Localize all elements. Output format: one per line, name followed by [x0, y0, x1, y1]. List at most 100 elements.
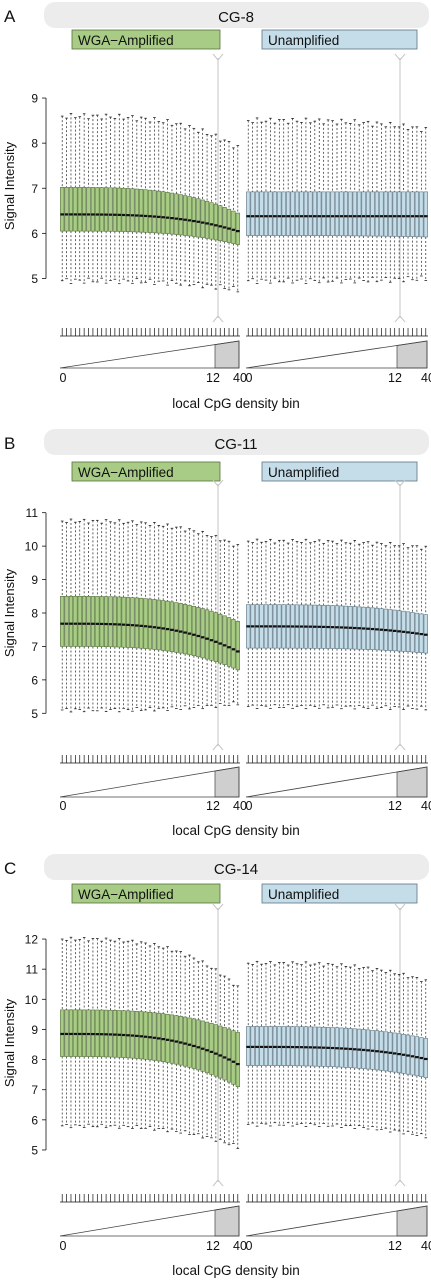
- box: [414, 191, 420, 238]
- reference-line-cap: [394, 53, 406, 61]
- box: [156, 599, 161, 651]
- x-tick-label: 0: [246, 799, 253, 813]
- box: [169, 1014, 175, 1064]
- bin-ticks: [246, 328, 428, 337]
- x-tick-label: 12: [388, 1239, 402, 1253]
- box: [209, 202, 214, 240]
- box: [397, 191, 402, 237]
- chart-title: CG-8: [218, 9, 254, 26]
- panel-a: A CG-8 WGA−Amplified Unamplified 5 6 7 8 9 Signal…: [2, 2, 431, 411]
- box: [357, 191, 362, 237]
- series-unamplified: [246, 538, 428, 711]
- title-bar: [44, 2, 429, 28]
- box: [423, 191, 428, 238]
- y-tick-label: 9: [31, 573, 38, 587]
- legend-label: Unamplified: [268, 33, 339, 48]
- box: [112, 187, 117, 232]
- y-tick-label: 5: [31, 272, 38, 286]
- box: [352, 191, 357, 237]
- box: [161, 191, 166, 234]
- series-amplified: [60, 936, 240, 1149]
- box: [82, 596, 87, 647]
- box: [152, 1012, 157, 1061]
- box: [246, 191, 251, 236]
- box: [231, 210, 236, 244]
- box: [178, 1015, 183, 1066]
- reference-line-cap: [212, 1179, 224, 1187]
- box: [388, 191, 393, 237]
- box: [95, 596, 100, 647]
- reference-line-cap: [212, 903, 224, 911]
- density-triangle: [59, 1205, 240, 1237]
- reference-line-cap: [394, 903, 406, 911]
- panel-label: A: [4, 7, 16, 26]
- box: [263, 191, 269, 236]
- y-tick-label: 10: [25, 993, 39, 1007]
- box: [226, 617, 232, 667]
- bin-ticks: [246, 755, 428, 764]
- legend-swatch-unamplified: [261, 883, 418, 904]
- box: [130, 597, 135, 648]
- box: [60, 187, 65, 232]
- bin-ticks: [60, 328, 240, 337]
- box: [99, 187, 104, 232]
- box: [108, 596, 113, 648]
- density-triangle: [59, 340, 240, 369]
- box: [183, 195, 188, 236]
- box: [130, 188, 135, 233]
- box: [183, 603, 188, 655]
- legend-label: WGA−Amplified: [78, 465, 174, 480]
- box: [86, 596, 91, 647]
- box: [156, 190, 161, 234]
- box: [143, 189, 148, 233]
- box: [165, 192, 170, 235]
- box: [343, 191, 348, 237]
- box: [204, 200, 210, 239]
- box: [222, 1027, 227, 1081]
- box: [204, 609, 210, 660]
- box: [410, 191, 415, 237]
- box: [95, 187, 100, 232]
- y-tick-label: 10: [25, 540, 39, 554]
- box: [134, 597, 139, 649]
- legend-label: WGA−Amplified: [78, 33, 174, 48]
- box: [68, 595, 74, 647]
- box: [213, 1024, 218, 1077]
- box: [348, 191, 353, 237]
- box: [64, 187, 69, 232]
- box: [286, 191, 291, 236]
- y-tick-label: 8: [31, 137, 38, 151]
- box: [196, 607, 201, 658]
- x-tick-label: 40: [233, 371, 247, 385]
- box: [178, 603, 183, 654]
- box: [99, 596, 104, 647]
- box: [326, 191, 331, 237]
- box: [231, 1030, 236, 1085]
- x-axis-label: local CpG density bin: [172, 823, 300, 838]
- box: [112, 596, 117, 648]
- density-triangle: [59, 766, 240, 798]
- y-tick-label: 6: [31, 1113, 38, 1127]
- x-tick-label: 12: [206, 799, 220, 813]
- x-tick-label: 12: [388, 371, 402, 385]
- box: [64, 595, 69, 647]
- y-tick-label: 11: [26, 963, 39, 977]
- chart-title: CG-11: [214, 436, 257, 453]
- y-axis-label: Signal Intensity: [2, 568, 17, 657]
- box: [161, 600, 166, 651]
- bin-ticks: [246, 1194, 428, 1203]
- box: [178, 194, 183, 236]
- box: [419, 191, 424, 238]
- box: [191, 605, 197, 657]
- series-unamplified: [246, 960, 428, 1139]
- y-tick-label: 6: [31, 673, 38, 687]
- box: [165, 1013, 170, 1063]
- y-tick-label: 5: [31, 1143, 38, 1157]
- bin-ticks: [60, 755, 240, 764]
- x-tick-label: 12: [388, 799, 402, 813]
- legend-label: Unamplified: [268, 465, 339, 480]
- reference-line-cap: [212, 479, 224, 487]
- y-tick-label: 7: [31, 182, 38, 196]
- x-tick-label: 0: [246, 371, 253, 385]
- box: [235, 621, 240, 671]
